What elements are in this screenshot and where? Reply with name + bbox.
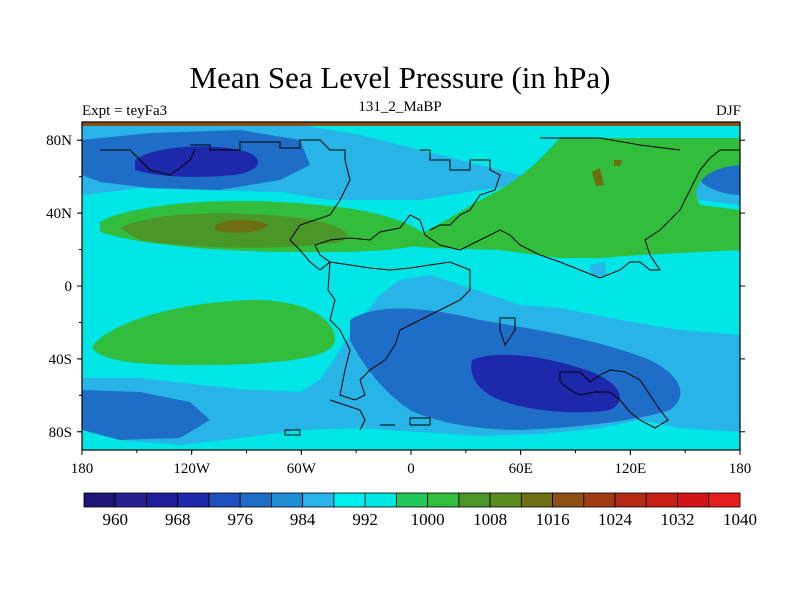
x-tick-label: 120E [614,461,646,477]
colorbar-swatch [614,492,647,508]
colorbar-swatch [364,492,397,508]
y-tick-label: 80N [46,133,72,149]
y-axis: 80N 40N 0 40S 80S [46,133,745,441]
equatorial-blue-patch [590,262,606,276]
colorbar-swatch [552,492,585,508]
colorbar-swatch [677,492,710,508]
colorbar-label: 1016 [536,510,570,529]
colorbar-label: 1008 [473,510,507,529]
colorbar-swatch [489,492,522,508]
asian-high-spot [614,160,622,166]
colorbar-swatch [427,492,460,508]
colorbar-label: 968 [165,510,191,529]
colorbar-label: 1000 [411,510,445,529]
colorbar-label: 984 [290,510,316,529]
colorbar-swatch [208,492,241,508]
colorbar-swatch [645,492,678,508]
colorbar-swatch [239,492,272,508]
subtropical-high-sh [92,300,335,365]
asian-high [400,138,740,258]
y-tick-label: 40S [49,352,72,368]
colorbar-label: 960 [102,510,128,529]
top-strip [82,122,740,126]
colorbar-swatch [302,492,335,508]
colorbar-label: 1024 [598,510,633,529]
colorbar-label: 1032 [661,510,695,529]
x-tick-label: 120W [173,461,211,477]
colorbar-swatch [333,492,366,508]
colorbar-label: 992 [352,510,378,529]
colorbar: 960 968 976 984 992 1000 1008 1016 1024 1032 1040 [83,492,757,529]
x-tick-label: 60E [509,461,533,477]
colorbar-swatch [271,492,304,508]
x-tick-label: 180 [729,461,752,477]
map-area [82,122,740,450]
colorbar-swatch [458,492,491,508]
north-atlantic-low-core [135,146,259,177]
southern-ocean-low-core [471,354,620,413]
colorbar-swatch [583,492,616,508]
subtropical-high-nh-core [215,219,268,233]
x-axis: 180 120W 60W 0 60E 120E 180 [71,450,752,477]
coastlines [100,137,740,436]
chart-title: Mean Sea Level Pressure (in hPa) [189,60,611,95]
asian-high-core [592,168,604,186]
colorbar-swatch [114,492,147,508]
colorbar-swatch [520,492,553,508]
colorbar-swatch [146,492,179,508]
subtitle-label: 131_2_MaBP [358,99,442,115]
colorbar-label: 976 [227,510,253,529]
y-tick-label: 40N [46,206,72,222]
x-tick-label: 180 [71,461,94,477]
colorbar-swatch [83,492,116,508]
colorbar-swatch [708,492,741,508]
colorbar-swatch [177,492,210,508]
colorbar-label: 1040 [723,510,757,529]
y-tick-label: 80S [49,425,72,441]
y-tick-label: 0 [65,279,73,295]
x-tick-label: 0 [407,461,415,477]
experiment-label: Expt = teyFa3 [82,103,168,119]
south-blue-patch [82,394,195,429]
colorbar-swatch [395,492,429,508]
season-label: DJF [715,103,741,119]
x-tick-label: 60W [287,461,317,477]
